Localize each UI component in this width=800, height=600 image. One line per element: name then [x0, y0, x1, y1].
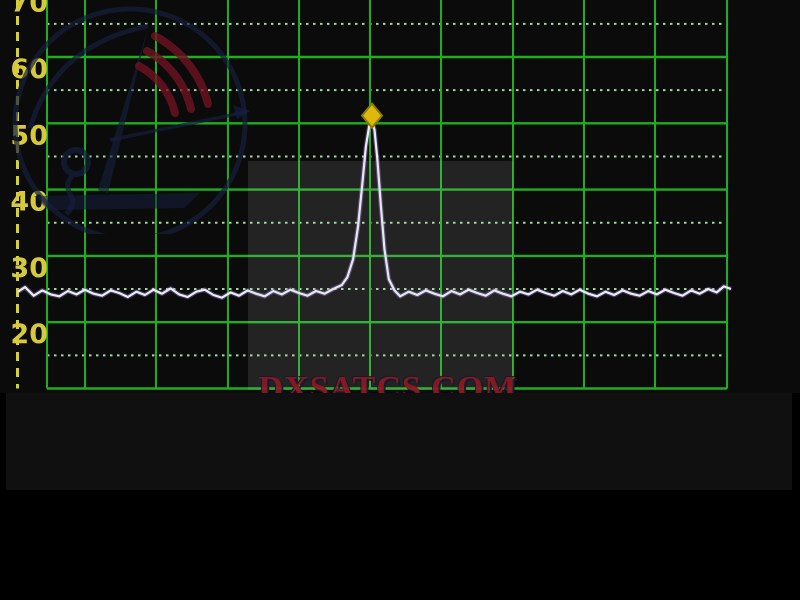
y-axis-label: 50	[10, 120, 48, 151]
spectrum-plot: 70 60 50 40 30 20 DXSATCS.COM	[0, 0, 800, 407]
peak-marker-icon	[360, 102, 384, 130]
y-axis-label: 20	[10, 319, 48, 350]
y-axis-label: 70	[10, 0, 48, 19]
y-axis-label: 30	[10, 253, 48, 284]
spectrum-plot-svg: 70 60 50 40 30 20	[10, 0, 732, 390]
spectrum-trace-glow	[16, 118, 732, 300]
y-axis-label: 60	[10, 54, 48, 85]
readout-panel: SP 500KHz 9 kHzW 1543.457 MHz. ✓ Pwr 50.…	[6, 393, 792, 490]
y-axis-label: 40	[10, 187, 48, 218]
